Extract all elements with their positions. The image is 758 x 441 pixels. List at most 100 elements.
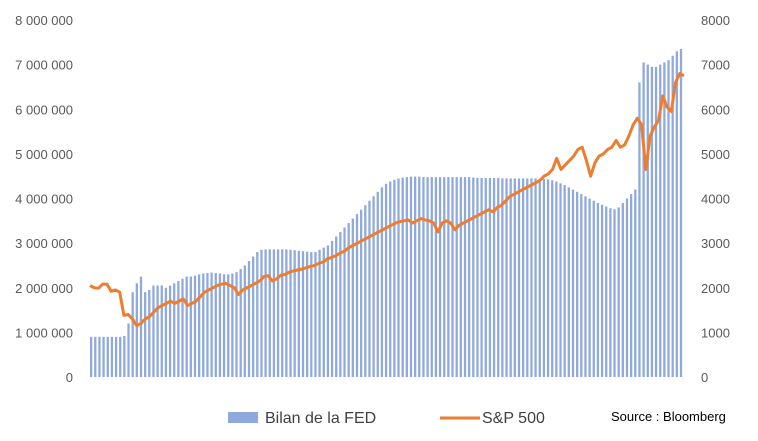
fed-bar: [144, 292, 147, 377]
fed-bar: [551, 180, 554, 377]
fed-bar: [189, 276, 192, 377]
fed-bar: [98, 336, 101, 377]
fed-bar: [414, 176, 417, 377]
fed-bar: [168, 285, 172, 377]
fed-bar: [110, 336, 114, 377]
fed-bar: [252, 256, 255, 377]
fed-bar: [343, 227, 346, 377]
fed-bar: [513, 178, 516, 377]
left-tick-label: 0: [66, 370, 73, 385]
legend-label-fed: Bilan de la FED: [265, 410, 376, 427]
fed-bar: [372, 196, 375, 377]
fed-bar: [405, 177, 408, 377]
fed-bar: [613, 209, 616, 377]
fed-bar: [306, 251, 309, 377]
fed-bar: [384, 183, 388, 377]
fed-bar: [102, 336, 105, 377]
fed-bar: [438, 177, 442, 377]
fed-bar: [492, 177, 496, 377]
fed-bar: [393, 179, 396, 377]
fed-bar: [123, 335, 126, 377]
fed-bar: [276, 249, 280, 377]
fed-bar: [127, 323, 130, 377]
fed-bar: [160, 285, 163, 377]
fed-bar: [364, 205, 367, 377]
fed-bar: [185, 276, 188, 377]
fed-bar: [268, 249, 271, 377]
fed-bar: [654, 66, 658, 378]
fed-bar: [505, 178, 508, 377]
fed-bar: [443, 177, 446, 377]
fed-bar: [380, 187, 384, 377]
fed-bar: [330, 240, 334, 377]
sp500-line-layer: [89, 72, 685, 328]
fed-bar: [642, 62, 645, 377]
fed-bar: [584, 196, 587, 377]
fed-bar: [418, 176, 421, 377]
fed-bar: [638, 82, 641, 377]
left-tick-label: 2 000 000: [15, 281, 73, 296]
right-tick-label: 8000: [701, 13, 730, 28]
right-tick-label: 1000: [701, 325, 730, 340]
fed-bar: [675, 51, 678, 378]
fed-bar: [368, 200, 371, 377]
fed-bar: [567, 187, 570, 377]
legend-label-sp500: S&P 500: [482, 410, 545, 427]
legend: Bilan de la FED S&P 500: [228, 410, 545, 427]
fed-bar: [596, 202, 600, 377]
fed-bar: [156, 285, 159, 377]
fed-bar: [600, 204, 604, 377]
fed-bar: [210, 272, 213, 377]
left-axis: 0 1 000 000 2 000 000 3 000 000 4 000 000 5 0…: [15, 13, 73, 385]
fed-bar: [476, 177, 479, 377]
left-tick-label: 6 000 000: [15, 102, 73, 117]
fed-bar: [247, 260, 251, 378]
fed-bar: [522, 178, 525, 377]
sp500-line: [89, 72, 685, 328]
fed-bar: [135, 283, 138, 377]
fed-bar: [501, 178, 504, 377]
fed-bar: [193, 275, 197, 377]
fed-bar: [206, 273, 209, 377]
fed-bar: [592, 200, 595, 377]
fed-bar: [260, 249, 263, 377]
fed-bar: [152, 285, 155, 377]
fed-bar: [472, 177, 475, 377]
right-axis: 0 1000 2000 3000 4000 5000 6000 7000 8000: [701, 13, 730, 385]
fed-bar: [351, 218, 354, 377]
left-tick-label: 8 000 000: [15, 13, 73, 28]
fed-bar: [106, 336, 109, 377]
fed-bar: [281, 249, 284, 377]
fed-bar: [322, 247, 325, 377]
right-tick-label: 5000: [701, 147, 730, 162]
fed-bar: [634, 189, 637, 377]
fed-bar: [293, 250, 296, 377]
fed-bar: [214, 273, 217, 377]
fed-bar: [630, 194, 633, 377]
fed-bar: [272, 249, 276, 377]
fed-bar: [360, 209, 363, 377]
right-tick-label: 3000: [701, 236, 730, 251]
fed-bar: [646, 64, 649, 378]
fed-bar: [422, 177, 425, 377]
fed-bar: [430, 177, 433, 377]
fed-bar: [530, 178, 533, 377]
fed-bar: [667, 60, 670, 377]
fed-bar: [546, 179, 550, 377]
fed-bar: [459, 177, 462, 377]
fed-bar: [218, 273, 222, 377]
fed-bar: [576, 191, 579, 377]
fed-bar: [177, 281, 180, 377]
fed-bar: [119, 336, 122, 377]
fed-bar: [376, 191, 379, 377]
fed-bar: [131, 292, 134, 377]
left-tick-label: 4 000 000: [15, 192, 73, 207]
fed-bar: [285, 249, 288, 377]
fed-bar: [297, 250, 300, 377]
fed-bar: [164, 287, 168, 377]
fed-bar: [484, 177, 487, 377]
fed-bar: [239, 269, 242, 377]
fed-bar: [355, 214, 359, 377]
fed-bar: [289, 249, 292, 377]
fed-bar: [580, 194, 583, 377]
